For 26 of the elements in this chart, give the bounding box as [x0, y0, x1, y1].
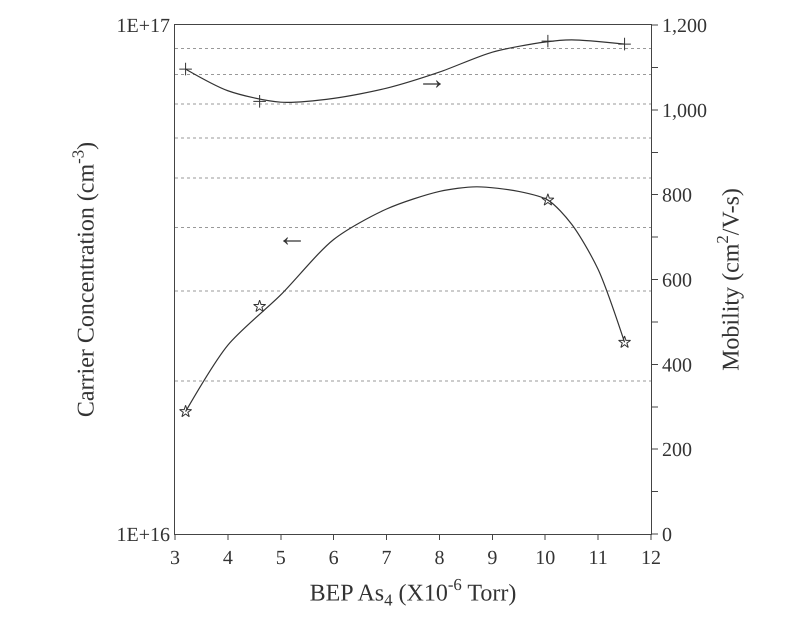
x-tick-label: 5 [276, 547, 286, 569]
annotation: → [417, 63, 447, 96]
y-tick-label: 1E+16 [116, 524, 170, 546]
x-axis-title: BEP As$_{4}$ (X10$^{-6}$ Torr) [310, 575, 516, 610]
x-tick-label: 11 [588, 547, 608, 569]
x-tick-label: 6 [328, 547, 339, 569]
y2-tick-label: 0 [662, 524, 672, 546]
y2-tick-label: 1,000 [662, 100, 707, 122]
x-tick-label: 7 [382, 547, 392, 569]
x-tick-label: 9 [487, 547, 498, 569]
annotation: ← [277, 220, 307, 253]
point [179, 404, 192, 418]
x-tick-label: 12 [641, 547, 661, 569]
y2-tick-label: 600 [662, 270, 692, 292]
x-tick-label: 8 [434, 547, 444, 569]
point [541, 193, 554, 206]
x-tick-label: 10 [535, 547, 556, 569]
y2-tick-label: 800 [662, 184, 692, 207]
x-tick-label: 4 [222, 547, 233, 569]
y-tick-label: 1E+17 [116, 15, 170, 37]
y2-tick-label: 1,200 [662, 15, 707, 37]
y2-tick-label: 200 [662, 439, 692, 462]
x-tick-label: 3 [170, 547, 180, 569]
point [253, 300, 266, 312]
point [618, 336, 632, 348]
y2-tick-label: 400 [662, 354, 692, 376]
